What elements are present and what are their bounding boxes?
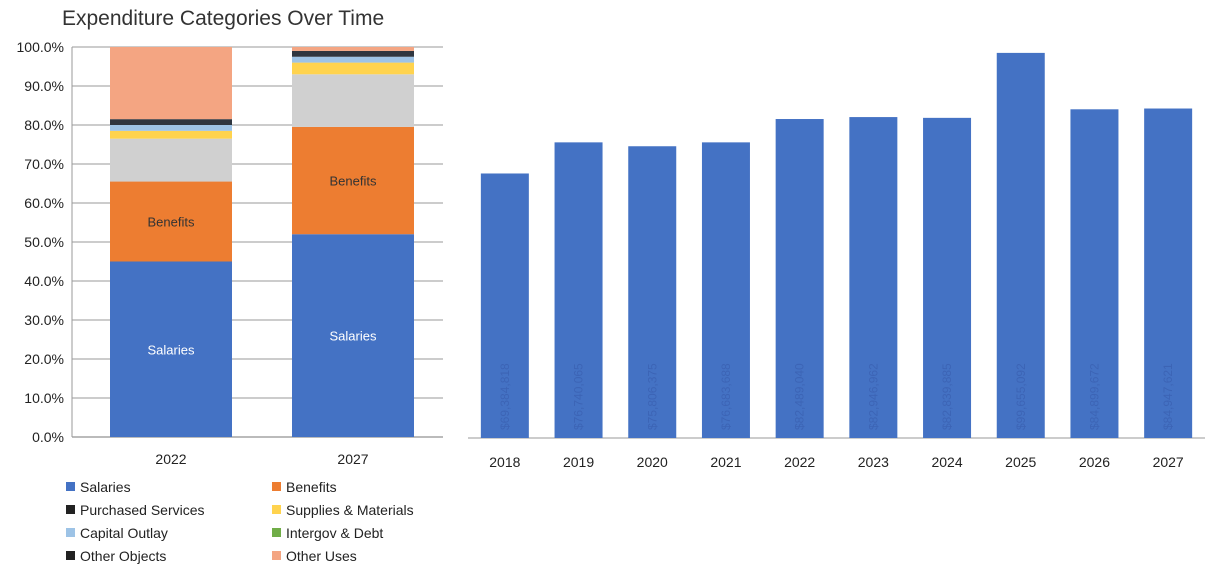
bar-data-label: $76,740,065 (572, 363, 586, 430)
bar-segment-supplies-materials (292, 62, 414, 75)
legend-swatch (272, 551, 281, 560)
bar-data-label: $82,946,962 (866, 363, 880, 430)
y-tick-label: 20.0% (24, 351, 64, 367)
bar (628, 146, 677, 438)
y-tick-label: 80.0% (24, 117, 64, 133)
x-category-label: 2022 (155, 451, 186, 467)
bar-data-label: $75,806,375 (645, 363, 659, 430)
segment-label: Salaries (148, 342, 195, 357)
legend-swatch (272, 482, 281, 491)
legend-label: Capital Outlay (80, 525, 168, 541)
legend-label: Other Uses (286, 548, 357, 564)
chart-legend: Salaries Benefits Purchased Services Suppli… (66, 479, 414, 564)
bar (923, 117, 972, 438)
legend-swatch (272, 528, 281, 537)
y-tick-label: 60.0% (24, 195, 64, 211)
bar (554, 142, 603, 439)
bar (1144, 108, 1193, 438)
legend-label: Other Objects (80, 548, 166, 564)
x-category-label: 2027 (337, 451, 368, 467)
bar-segment-purchased-services (110, 138, 232, 182)
bar-segment-salaries (110, 261, 232, 437)
legend-label: Supplies & Materials (286, 502, 414, 518)
x-category-label: 2020 (637, 454, 668, 470)
bar-segment-other-uses (110, 47, 232, 120)
y-tick-label: 50.0% (24, 234, 64, 250)
x-category-label: 2025 (1005, 454, 1036, 470)
x-category-label: 2021 (710, 454, 741, 470)
bar-segment-benefits (110, 181, 232, 262)
bar-segment-capital-outlay (110, 125, 232, 131)
bar (849, 117, 898, 438)
legend-swatch (272, 505, 281, 514)
bar-segment-supplies-materials (110, 130, 232, 139)
bar (701, 142, 750, 439)
bar-segment-other-objects (110, 119, 232, 125)
annual-bar-chart: 2018 $69,384,818 2019 $76,740,065 2020 $75,80… (468, 52, 1205, 470)
legend-swatch (66, 482, 75, 491)
x-category-label: 2022 (784, 454, 815, 470)
legend-swatch (66, 528, 75, 537)
x-category-label: 2024 (931, 454, 962, 470)
bar (480, 173, 529, 439)
bar-data-label: $84,899,672 (1087, 363, 1101, 430)
legend-swatch (66, 551, 75, 560)
bar-segment-salaries (292, 234, 414, 437)
x-category-label: 2023 (858, 454, 889, 470)
x-category-label: 2018 (489, 454, 520, 470)
legend-label: Purchased Services (80, 502, 205, 518)
legend-swatch (66, 505, 75, 514)
stacked-percent-chart: 0.0% 10.0% 20.0% 30.0% 40.0% 50.0% 60.0% 70.0% 8… (17, 39, 443, 467)
bar-data-label: $99,655,092 (1014, 363, 1028, 430)
bar (775, 119, 824, 439)
bar-segment-benefits (292, 126, 414, 235)
y-tick-label: 40.0% (24, 273, 64, 289)
bar (1070, 109, 1119, 439)
bar-segment-purchased-services (292, 74, 414, 127)
segment-label: Benefits (148, 215, 195, 230)
segment-label: Salaries (330, 329, 377, 344)
bar (996, 52, 1045, 438)
y-tick-label: 90.0% (24, 78, 64, 94)
legend-label: Benefits (286, 479, 337, 495)
legend-label: Intergov & Debt (286, 525, 383, 541)
y-tick-label: 30.0% (24, 312, 64, 328)
bar-data-label: $69,384,818 (498, 363, 512, 430)
bar-data-label: $82,839,885 (940, 363, 954, 430)
chart-title: Expenditure Categories Over Time (62, 7, 384, 30)
bar-data-label: $82,489,040 (793, 363, 807, 430)
bar-segment-other-uses (292, 47, 414, 51)
bar-segment-other-objects (292, 50, 414, 57)
y-tick-label: 70.0% (24, 156, 64, 172)
y-tick-label: 0.0% (32, 429, 64, 445)
x-category-label: 2027 (1153, 454, 1184, 470)
segment-label: Benefits (330, 174, 377, 189)
bar-segment-capital-outlay (292, 56, 414, 63)
legend-label: Salaries (80, 479, 131, 495)
bar-data-label: $76,683,688 (719, 363, 733, 430)
y-tick-label: 10.0% (24, 390, 64, 406)
x-category-label: 2026 (1079, 454, 1110, 470)
x-category-label: 2019 (563, 454, 594, 470)
y-tick-label: 100.0% (17, 39, 64, 55)
bar-data-label: $84,947,621 (1161, 363, 1175, 430)
